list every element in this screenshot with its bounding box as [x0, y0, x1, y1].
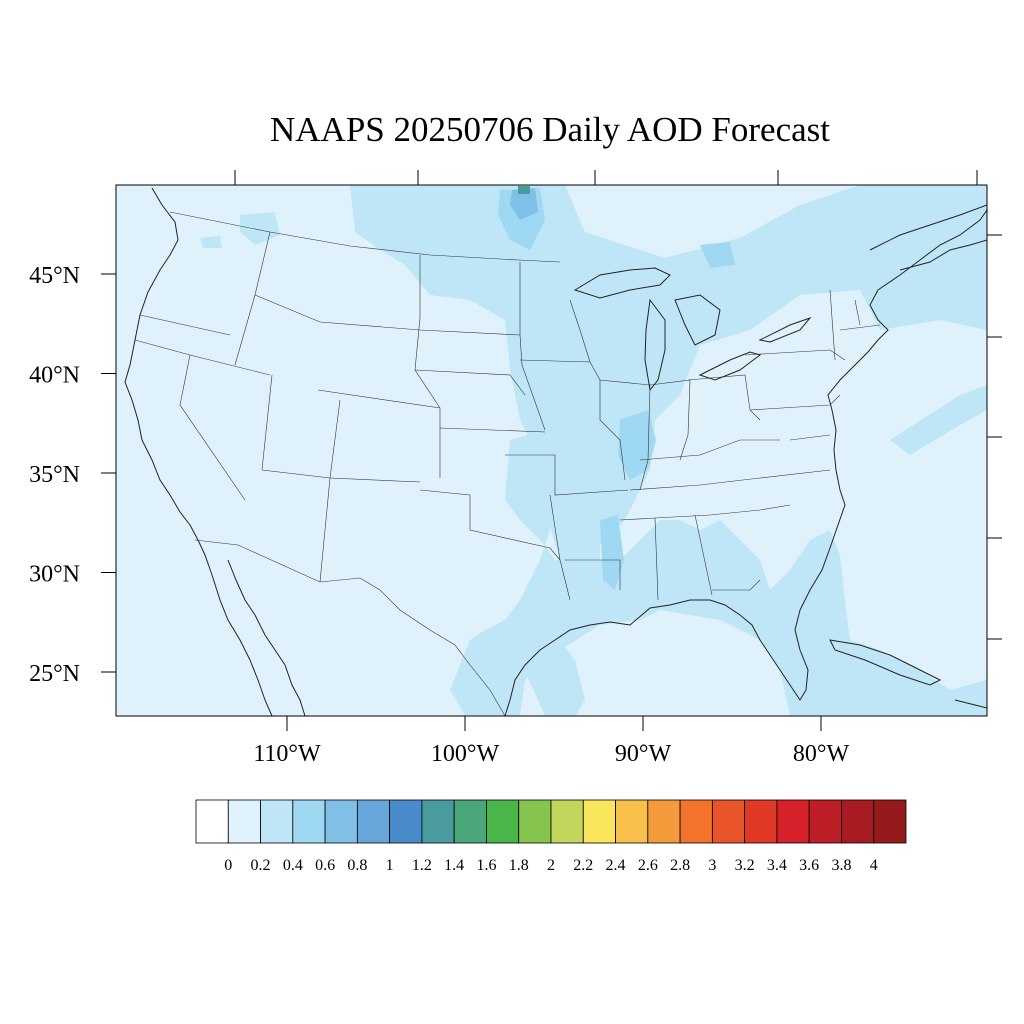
colorbar-swatch: [227, 799, 261, 844]
colorbar-label: 0.2: [251, 857, 271, 874]
colorbar-label: 1.8: [509, 857, 529, 874]
lat-label: 25°N: [29, 661, 80, 687]
colorbar-label: 0: [224, 857, 232, 874]
colorbar-swatch: [711, 799, 746, 844]
lat-label: 35°N: [29, 462, 80, 488]
colorbar-swatch: [389, 799, 423, 844]
colorbar-swatch: [356, 799, 391, 844]
colorbar-label: 2.6: [638, 857, 658, 874]
colorbar-label: 3.4: [767, 857, 787, 874]
colorbar-swatch: [324, 799, 358, 844]
colorbar-label: 1.4: [444, 857, 464, 874]
top-ticks: [234, 170, 978, 185]
colorbar-label: 2.4: [606, 857, 626, 874]
coastlines: [124, 187, 987, 716]
colorbar-swatch: [518, 799, 552, 844]
colorbar-swatch: [679, 799, 713, 844]
colorbar-swatch: [808, 799, 842, 844]
colorbar-swatch: [486, 799, 520, 844]
colorbar-label: 4: [870, 857, 878, 874]
colorbar-swatch: [841, 799, 875, 844]
colorbar-swatch: [292, 799, 326, 844]
state-borders: [134, 211, 881, 716]
lon-label: 110°W: [253, 741, 321, 767]
aod-colorbar: 0 0.2 0.4 0.6 0.8 1 1.2 1.4 1.6 1.8 2 2.2 2.4 2.6 2.8 3…: [195, 799, 907, 874]
colorbar-swatch: [260, 799, 294, 844]
colorbar-swatch: [195, 799, 229, 844]
right-ticks: [987, 234, 1002, 640]
aod-plume-0.8-1.0: [510, 188, 538, 220]
colorbar-label: 3.2: [735, 857, 755, 874]
colorbar-swatch: [453, 799, 487, 844]
colorbar-label: 1.6: [476, 857, 496, 874]
colorbar-swatch: [615, 799, 649, 844]
colorbar-label: 2.8: [670, 857, 690, 874]
colorbar-swatch: [550, 799, 584, 844]
colorbar-swatch: [582, 799, 616, 844]
aod-plume-0.2-0.4: [200, 185, 987, 716]
aod-max-cell: [518, 186, 530, 194]
lon-label: 90°W: [615, 741, 672, 767]
colorbar-label: 0.6: [315, 857, 335, 874]
page-title: NAAPS 20250706 Daily AOD Forecast: [270, 110, 830, 149]
lon-label: 80°W: [793, 741, 850, 767]
colorbar-swatch: [421, 799, 455, 844]
colorbar-label: 3.8: [831, 857, 851, 874]
colorbar-label: 0.4: [283, 857, 303, 874]
latitude-axis: 45°N 40°N 35°N 30°N 25°N: [29, 263, 116, 687]
longitude-axis: 110°W 100°W 90°W 80°W: [253, 716, 849, 767]
colorbar-label: 2: [547, 857, 555, 874]
colorbar-swatch: [744, 799, 778, 844]
colorbar-label: 0.8: [347, 857, 367, 874]
colorbar-label: 1.2: [412, 857, 432, 874]
lon-label: 100°W: [431, 741, 500, 767]
lat-label: 45°N: [29, 263, 80, 289]
colorbar-label: 1: [386, 857, 394, 874]
colorbar-swatch: [873, 799, 907, 844]
map-frame: [115, 184, 988, 717]
colorbar-label: 2.2: [573, 857, 593, 874]
colorbar-swatch: [776, 799, 810, 844]
lat-label: 30°N: [29, 562, 80, 588]
colorbar-swatch: [647, 799, 681, 844]
lat-label: 40°N: [29, 363, 80, 389]
colorbar-label: 3: [708, 857, 716, 874]
colorbar-label: 3.6: [799, 857, 819, 874]
